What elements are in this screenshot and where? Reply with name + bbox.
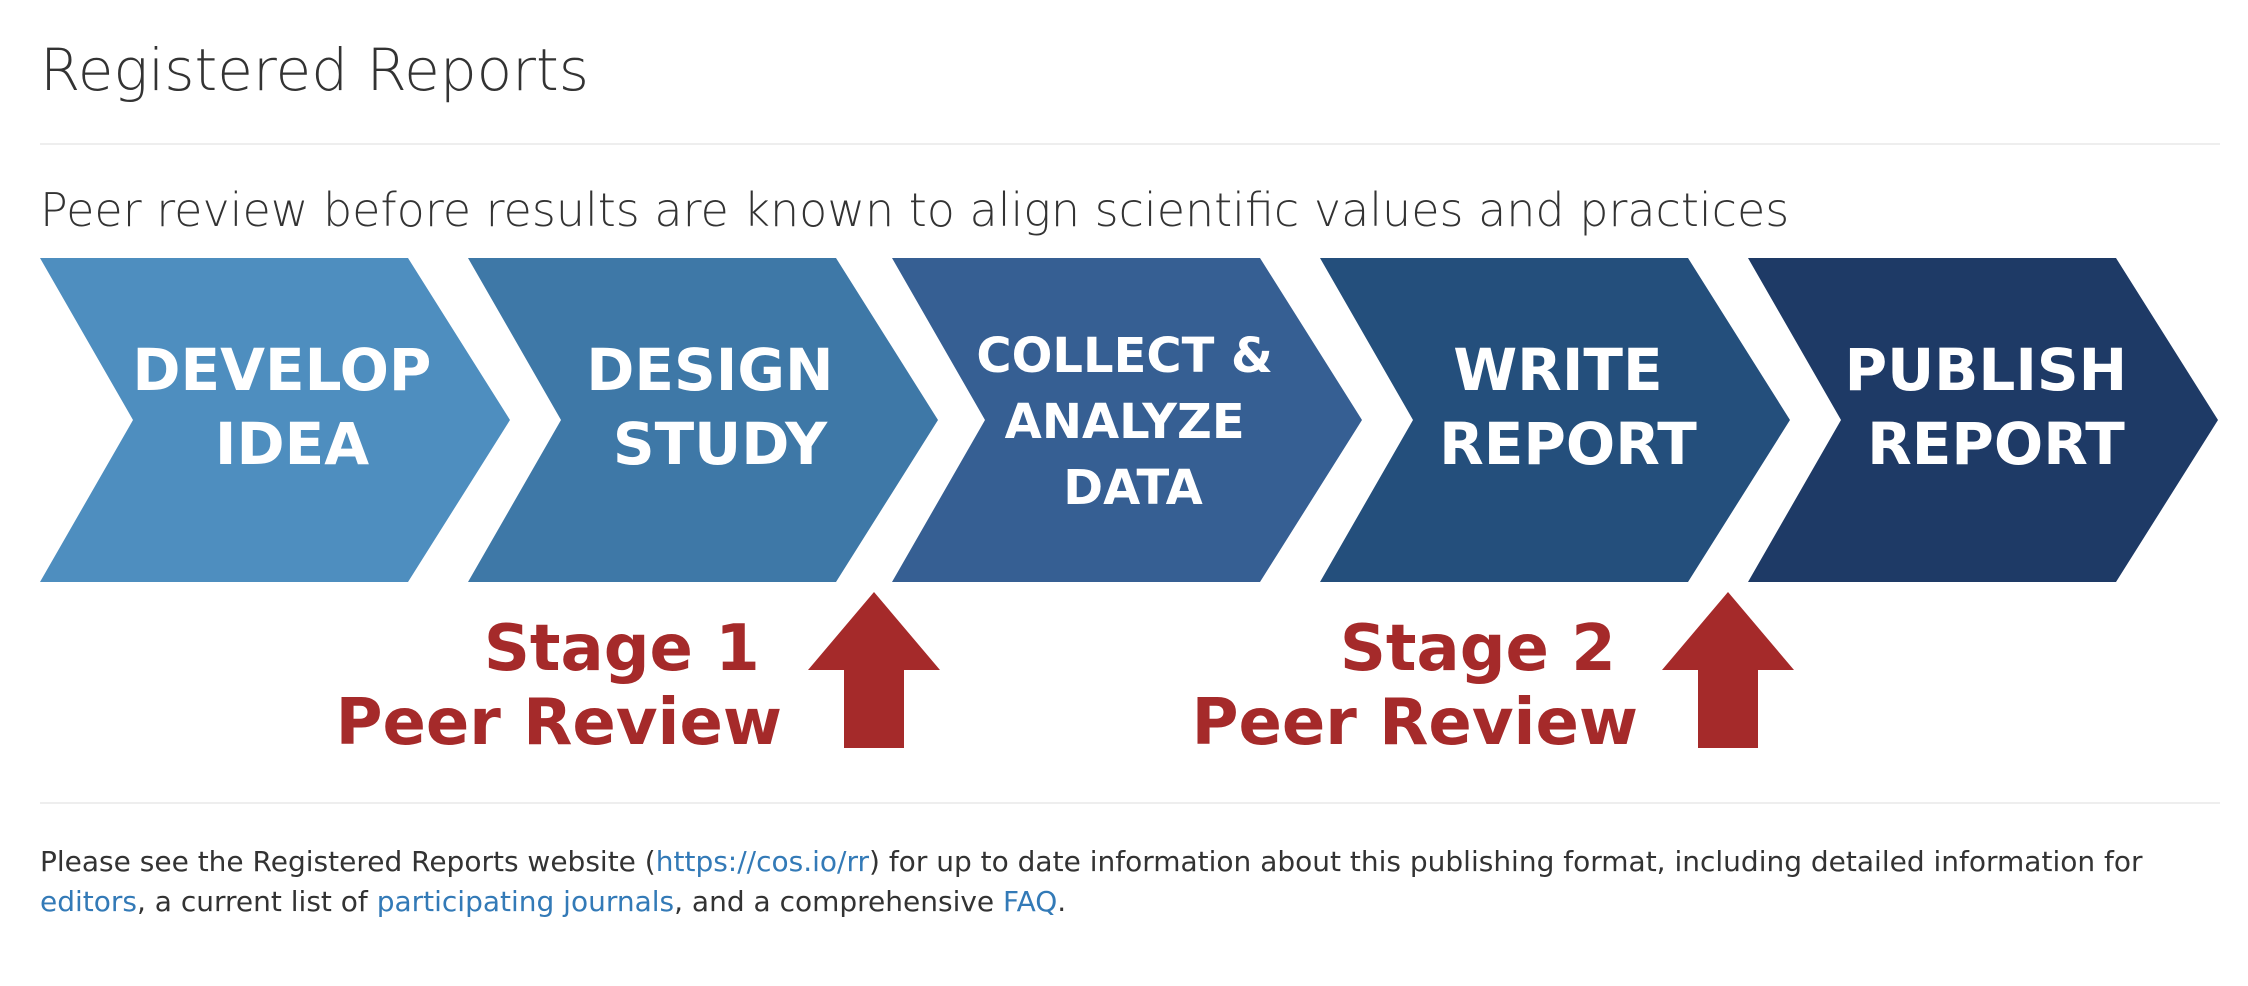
up-arrow-icon [1662,592,1794,748]
chevron-shape [40,258,510,582]
stage-1-peer-review: Stage 1 Peer Review [336,592,940,760]
step-label-line: IDEA [215,410,369,478]
up-arrow-icon [808,592,940,748]
step-label-line: WRITE [1453,336,1662,404]
review-label: Stage 1 Peer Review [336,612,782,760]
participating-journals-link[interactable]: participating journals [376,885,675,918]
editors-link[interactable]: editors [40,885,137,918]
step-label: PUBLISH REPORT [1845,336,2148,478]
page-title: Registered Reports [40,36,589,104]
header-divider [40,143,2220,145]
process-step-write-report: WRITE REPORT [1320,258,1790,582]
process-step-collect-analyze-data: COLLECT & ANALYZE DATA [892,258,1362,582]
step-label: COLLECT & ANALYZE DATA [976,328,1289,516]
footer-text-segment: , a current list of [137,885,377,918]
chevron-shape [1748,258,2218,582]
chevron-shape [892,258,1362,582]
footer-text-segment: ) for up to date information about this … [869,845,2143,878]
review-stage-text: Stage 1 [484,612,760,686]
step-label: WRITE REPORT [1439,336,1697,478]
step-label-line: DESIGN [586,336,833,404]
chevron-shape [1320,258,1790,582]
step-label-line: STUDY [613,410,828,478]
step-label-line: PUBLISH [1845,336,2128,404]
footer-text-segment: , and a comprehensive [674,885,1004,918]
step-label: DEVELOP IDEA [132,336,451,478]
step-label-line: REPORT [1439,410,1697,478]
step-label-line: ANALYZE [1005,394,1245,450]
process-step-publish-report: PUBLISH REPORT [1748,258,2218,582]
process-step-design-study: DESIGN STUDY [468,258,938,582]
step-label-line: DATA [1063,460,1202,516]
stage-2-peer-review: Stage 2 Peer Review [1192,592,1794,760]
registered-reports-website-link[interactable]: https://cos.io/rr [655,845,869,878]
faq-link[interactable]: FAQ [1003,885,1058,918]
process-step-develop-idea: DEVELOP IDEA [40,258,510,582]
step-label-line: COLLECT & [976,328,1273,384]
chevron-shape [468,258,938,582]
footer-text-segment: Please see the Registered Reports websit… [40,845,656,878]
footer-text-segment: . [1057,885,1067,918]
review-label-text: Peer Review [1192,686,1638,760]
review-stage-text: Stage 2 [1340,612,1616,686]
review-label: Stage 2 Peer Review [1192,612,1638,760]
footer-divider [40,802,2220,804]
review-label-text: Peer Review [336,686,782,760]
step-label: DESIGN STUDY [586,336,853,478]
step-label-line: DEVELOP [132,336,431,404]
page-subtitle: Peer review before results are known to … [40,183,1790,237]
step-label-line: REPORT [1867,410,2125,478]
footer-info-text: Please see the Registered Reports websit… [40,842,2220,922]
